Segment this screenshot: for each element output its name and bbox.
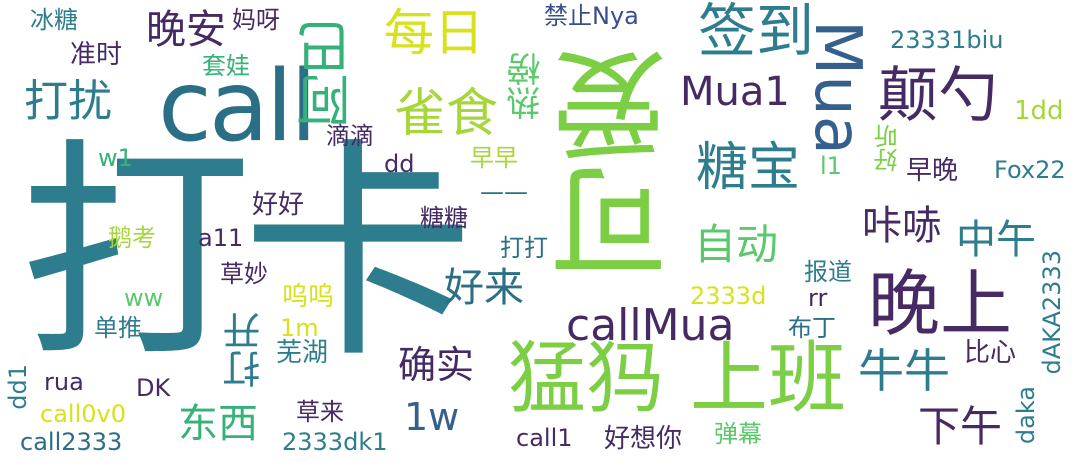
word-haoting: 好听 bbox=[874, 124, 902, 172]
word-call2333: call2333 bbox=[20, 428, 123, 456]
word-a11: a11 bbox=[198, 224, 244, 252]
word-mengyu: 猛犸 bbox=[508, 334, 665, 424]
word-danmu: 弹幕 bbox=[714, 420, 762, 448]
word-darao: 打扰 bbox=[24, 76, 112, 127]
word-dash: —— bbox=[480, 178, 528, 206]
word-qiandao: 签到 bbox=[698, 0, 815, 65]
word-ekao: 鹅考 bbox=[108, 224, 156, 252]
word-taowa: 套娃 bbox=[202, 52, 250, 80]
word-23331biu: 23331biu bbox=[890, 26, 1004, 54]
word-dd: dd bbox=[384, 150, 415, 178]
word-baodao: 报道 bbox=[804, 258, 852, 286]
word-keai: 可爱 bbox=[550, 46, 688, 282]
word-daka: 打卡 bbox=[20, 119, 474, 389]
word-wanshang: 晚上 bbox=[868, 262, 1013, 346]
word-mua: Mua bbox=[800, 20, 874, 155]
word-haoxiangni: 好想你 bbox=[604, 424, 683, 454]
word-meiri: 每日 bbox=[384, 4, 484, 62]
word-rebang: 热榜 bbox=[507, 52, 547, 120]
word-tangtang: 糖糖 bbox=[420, 204, 468, 232]
word-dongxi: 东西 bbox=[178, 401, 258, 447]
word-didi: 滴滴 bbox=[326, 122, 374, 150]
word-wuwu: 呜呜 bbox=[282, 282, 335, 312]
word-dada: 打打 bbox=[500, 234, 548, 262]
word-dd1: dd1 bbox=[4, 364, 32, 410]
word-caomiao: 草妙 bbox=[220, 260, 268, 288]
word-dakai: 打开 bbox=[223, 312, 267, 388]
word-zhunshi: 准时 bbox=[70, 40, 123, 70]
word-bixin: 比心 bbox=[964, 338, 1017, 368]
word-zaozao: 早早 bbox=[470, 144, 518, 172]
word-niuniu: 牛牛 bbox=[858, 344, 950, 398]
word-2333d: 2333d bbox=[690, 282, 767, 310]
word-zaowan: 早晚 bbox=[906, 156, 959, 186]
word-bing: 冰糖 bbox=[30, 6, 78, 34]
word-kafei: 咔哧 bbox=[862, 203, 942, 249]
word-haohao: 好好 bbox=[252, 190, 305, 220]
word-danbei: 单推 bbox=[94, 314, 142, 342]
word-queshi: 雀食 bbox=[394, 84, 499, 144]
word-shangban: 上班 bbox=[690, 334, 847, 424]
word-buding: 布丁 bbox=[788, 314, 836, 342]
word-1dd: 1dd bbox=[1014, 96, 1064, 126]
word-queshi2: 确实 bbox=[398, 343, 475, 387]
word-call1: call1 bbox=[516, 424, 573, 452]
word-zhongwu: 中午 bbox=[956, 217, 1036, 263]
word-mama: 妈呀 bbox=[232, 6, 280, 34]
word-fox22: Fox22 bbox=[994, 156, 1066, 184]
word-dianshao: 颠勺 bbox=[878, 61, 998, 131]
word-l1: l1 bbox=[820, 152, 842, 180]
word-ww: ww bbox=[124, 284, 164, 312]
word-daka-lower: daka bbox=[1012, 386, 1040, 445]
word-jinzhi: 禁止Nya bbox=[544, 2, 639, 30]
word-caolai: 草来 bbox=[296, 398, 344, 426]
word-xiawu: 下午 bbox=[918, 402, 1003, 451]
word-call0v0: call0v0 bbox=[40, 400, 126, 428]
word-rr: rr bbox=[808, 284, 828, 312]
word-call: call bbox=[158, 50, 317, 164]
word-mua1: Mua1 bbox=[680, 69, 790, 115]
word-dAKA2333: dAKA2333 bbox=[1038, 250, 1066, 375]
word-zidong: 自动 bbox=[694, 220, 779, 269]
word-2333dk1: 2333dk1 bbox=[282, 428, 388, 456]
word-haolai: 好来 bbox=[444, 265, 524, 311]
word-tangbao: 糖宝 bbox=[696, 138, 801, 198]
word-callmua: callMua bbox=[566, 300, 735, 351]
word-wuhu: 芜湖 bbox=[276, 338, 329, 368]
word-rua: rua bbox=[44, 368, 84, 396]
word-1w: 1w bbox=[404, 395, 460, 439]
word-1m: 1m bbox=[280, 314, 319, 342]
word-dk: DK bbox=[136, 374, 171, 402]
word-abe: 阿巴 bbox=[297, 20, 360, 128]
word-w1: w1 bbox=[98, 144, 133, 172]
word-wanan: 晚安 bbox=[146, 7, 226, 53]
